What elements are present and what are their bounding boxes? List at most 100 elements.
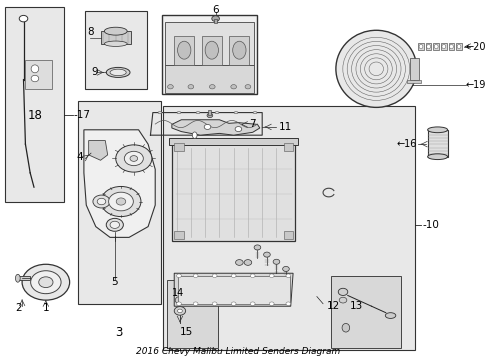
Circle shape xyxy=(235,127,241,132)
Bar xyxy=(409,58,418,80)
Bar xyxy=(407,80,421,83)
Bar xyxy=(283,143,292,151)
Bar xyxy=(164,22,254,65)
Bar xyxy=(283,231,292,239)
Circle shape xyxy=(285,302,290,306)
Text: 14: 14 xyxy=(171,288,183,298)
Bar xyxy=(169,138,297,145)
Circle shape xyxy=(212,274,217,278)
Bar xyxy=(78,101,161,304)
Text: -17: -17 xyxy=(74,111,91,121)
Text: 18: 18 xyxy=(28,109,43,122)
Text: 7: 7 xyxy=(248,120,255,129)
Bar xyxy=(163,107,414,350)
Circle shape xyxy=(19,15,28,22)
Circle shape xyxy=(39,277,53,288)
Circle shape xyxy=(254,245,260,250)
Ellipse shape xyxy=(192,132,197,138)
Ellipse shape xyxy=(104,41,127,46)
Circle shape xyxy=(273,259,279,264)
Text: 1: 1 xyxy=(42,303,49,314)
Bar xyxy=(208,110,211,116)
Bar xyxy=(85,12,146,89)
Ellipse shape xyxy=(342,323,349,332)
Circle shape xyxy=(176,302,181,306)
Ellipse shape xyxy=(441,44,445,49)
Bar xyxy=(177,276,290,304)
Ellipse shape xyxy=(456,44,460,49)
Ellipse shape xyxy=(427,154,447,159)
Circle shape xyxy=(211,16,219,22)
Text: 3: 3 xyxy=(115,326,122,339)
Circle shape xyxy=(339,297,346,303)
Bar xyxy=(427,130,447,157)
Circle shape xyxy=(244,85,250,89)
Ellipse shape xyxy=(31,75,39,82)
Ellipse shape xyxy=(31,65,39,73)
Ellipse shape xyxy=(196,112,200,114)
Bar xyxy=(171,140,295,241)
Circle shape xyxy=(235,260,243,265)
Ellipse shape xyxy=(205,41,218,59)
Circle shape xyxy=(22,264,69,300)
Text: 4: 4 xyxy=(77,152,83,162)
Polygon shape xyxy=(171,120,259,135)
Bar xyxy=(417,43,423,50)
Text: 8: 8 xyxy=(86,27,93,37)
Bar xyxy=(174,231,183,239)
Bar xyxy=(447,43,453,50)
Text: 15: 15 xyxy=(179,327,192,337)
Circle shape xyxy=(269,274,273,278)
Circle shape xyxy=(263,252,270,257)
Ellipse shape xyxy=(104,27,127,35)
Bar xyxy=(101,31,131,44)
Bar xyxy=(167,280,218,348)
Ellipse shape xyxy=(418,44,422,49)
Bar xyxy=(16,276,30,280)
Circle shape xyxy=(124,151,143,166)
Circle shape xyxy=(285,274,290,278)
Circle shape xyxy=(338,288,347,296)
Ellipse shape xyxy=(232,41,245,59)
Ellipse shape xyxy=(177,41,190,59)
Circle shape xyxy=(231,274,236,278)
Circle shape xyxy=(231,302,236,306)
Text: ←20: ←20 xyxy=(465,42,485,51)
Ellipse shape xyxy=(253,112,256,114)
Bar xyxy=(455,43,461,50)
Text: 12: 12 xyxy=(325,301,339,311)
Ellipse shape xyxy=(335,30,416,107)
Text: -10: -10 xyxy=(422,220,438,230)
Bar xyxy=(164,65,254,93)
Circle shape xyxy=(209,85,215,89)
Bar xyxy=(425,43,430,50)
Polygon shape xyxy=(88,140,107,160)
Bar xyxy=(162,15,257,94)
Polygon shape xyxy=(84,130,155,237)
Ellipse shape xyxy=(215,112,219,114)
Circle shape xyxy=(93,195,110,208)
Bar xyxy=(214,19,217,23)
Circle shape xyxy=(188,85,193,89)
Ellipse shape xyxy=(433,44,437,49)
Circle shape xyxy=(250,302,255,306)
Ellipse shape xyxy=(448,44,452,49)
Circle shape xyxy=(193,302,198,306)
Text: 9: 9 xyxy=(91,67,98,77)
Circle shape xyxy=(269,302,273,306)
Text: ←19: ←19 xyxy=(465,80,485,90)
Circle shape xyxy=(116,198,125,205)
Bar xyxy=(25,60,51,89)
Ellipse shape xyxy=(177,112,181,114)
Text: 13: 13 xyxy=(349,301,363,311)
Circle shape xyxy=(193,274,198,278)
Circle shape xyxy=(101,186,141,217)
Bar xyxy=(5,7,64,202)
Text: 2016 Chevy Malibu Limited Senders Diagram: 2016 Chevy Malibu Limited Senders Diagra… xyxy=(136,347,340,356)
Bar xyxy=(174,36,194,64)
Text: ←16: ←16 xyxy=(396,139,416,149)
Text: 11: 11 xyxy=(278,122,291,132)
Polygon shape xyxy=(174,273,292,306)
Bar xyxy=(229,36,249,64)
Circle shape xyxy=(230,85,236,89)
